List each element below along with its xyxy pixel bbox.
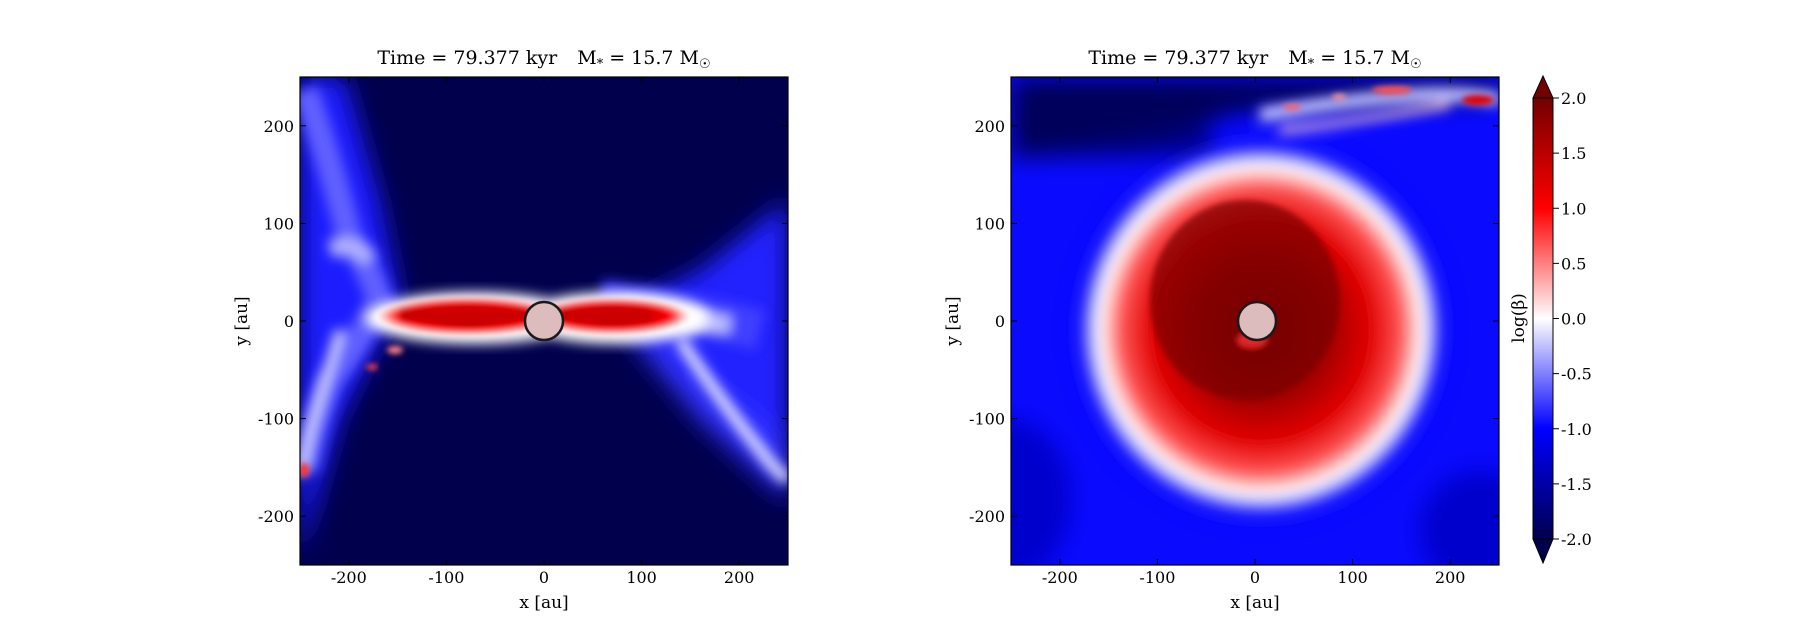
colorbar-tick-label: -1.0 xyxy=(1561,420,1592,439)
colorbar-tick-label: 2.0 xyxy=(1561,89,1586,108)
panel-left: -200 -100 0 100 200 200 100 0 -100 -200 Time = 79… xyxy=(232,47,789,613)
colorbar-extend-min xyxy=(1532,538,1554,565)
y-tick-label: 100 xyxy=(263,214,294,233)
x-tick-label: 0 xyxy=(539,568,549,587)
y-tick-label: 100 xyxy=(974,214,1005,233)
axis-ticks-left: -200 -100 0 100 200 200 100 0 -100 -200 xyxy=(258,77,788,587)
colorbar-tick-label: -2.0 xyxy=(1561,530,1592,549)
panel-right: -200 -100 0 100 200 200 100 0 -100 -200 Time = 79… xyxy=(943,47,1500,613)
y-tick-label: 0 xyxy=(995,312,1005,331)
x-tick-label: 200 xyxy=(1435,568,1466,587)
colorbar-label: log(β) xyxy=(1509,293,1529,343)
y-tick-label: -100 xyxy=(969,410,1005,429)
x-tick-label: -200 xyxy=(1042,568,1078,587)
y-tick-label: -200 xyxy=(969,507,1005,526)
y-tick-label: 200 xyxy=(263,117,294,136)
axis-ticks-right: -200 -100 0 100 200 200 100 0 -100 -200 xyxy=(969,77,1499,587)
sink-particle-right xyxy=(1236,300,1278,342)
colorbar: 2.0 1.5 1.0 0.5 0.0 -0.5 -1.0 -1.5 -2.0 log(β) xyxy=(1509,74,1592,565)
colorbar-tick-label: 0.0 xyxy=(1561,310,1586,329)
y-axis-label-left: y [au] xyxy=(232,296,252,346)
colorbar-ticks: 2.0 1.5 1.0 0.5 0.0 -0.5 -1.0 -1.5 -2.0 xyxy=(1553,89,1592,549)
colorbar-gradient xyxy=(1533,98,1553,539)
heatmap-left xyxy=(300,77,788,565)
title-left: Time = 79.377 kyr M* = 15.7 M☉ xyxy=(377,47,710,72)
title-right: Time = 79.377 kyr M* = 15.7 M☉ xyxy=(1088,47,1421,72)
colorbar-tick-label: 1.0 xyxy=(1561,199,1586,218)
x-tick-label: 0 xyxy=(1250,568,1260,587)
x-axis-label-left: x [au] xyxy=(519,593,568,613)
x-tick-label: 100 xyxy=(1337,568,1368,587)
colorbar-extend-max xyxy=(1532,74,1554,99)
x-tick-label: 200 xyxy=(724,568,755,587)
sink-particle-left xyxy=(523,300,565,342)
x-tick-label: -200 xyxy=(331,568,367,587)
x-axis-label-right: x [au] xyxy=(1230,593,1279,613)
x-tick-label: 100 xyxy=(626,568,657,587)
y-axis-label-right: y [au] xyxy=(943,296,963,346)
x-tick-label: -100 xyxy=(428,568,464,587)
colorbar-tick-label: 0.5 xyxy=(1561,254,1586,273)
colorbar-tick-label: 1.5 xyxy=(1561,144,1586,163)
colorbar-tick-label: -1.5 xyxy=(1561,475,1592,494)
x-tick-label: -100 xyxy=(1139,568,1175,587)
colorbar-tick-label: -0.5 xyxy=(1561,365,1592,384)
y-tick-label: 0 xyxy=(284,312,294,331)
y-tick-label: -100 xyxy=(258,410,294,429)
y-tick-label: -200 xyxy=(258,507,294,526)
y-tick-label: 200 xyxy=(974,117,1005,136)
